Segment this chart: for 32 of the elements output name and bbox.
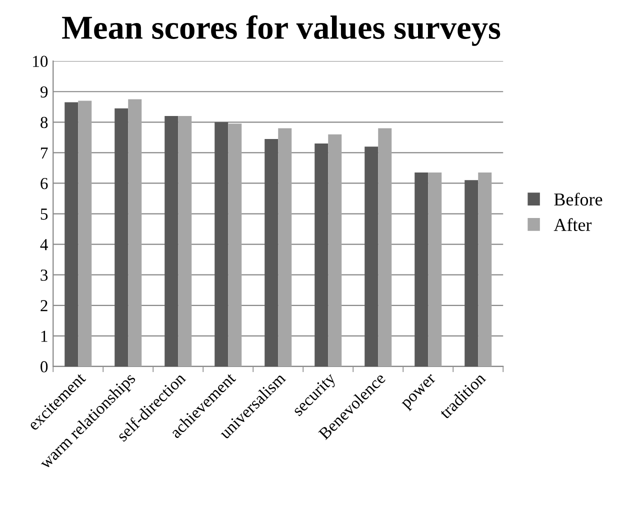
y-tick-label: 2 [40, 300, 48, 312]
y-tick-label: 0 [40, 361, 48, 372]
chart-title: Mean scores for values surveys [62, 15, 500, 46]
bar [228, 124, 242, 366]
y-tick-label: 9 [40, 86, 48, 98]
y-tick-label: 3 [40, 270, 48, 281]
bar [478, 172, 492, 366]
bar [364, 146, 378, 366]
bar [378, 128, 392, 366]
y-tick-label: 8 [40, 116, 48, 128]
bar [214, 122, 228, 366]
y-tick-label: 7 [41, 148, 48, 158]
bar [314, 144, 328, 366]
y-tick-label: 5 [40, 208, 48, 220]
bar [128, 99, 142, 366]
y-tick-label: 1 [41, 330, 48, 342]
bar [328, 134, 342, 366]
bar [178, 116, 192, 366]
y-tick-label: 10 [33, 56, 48, 68]
bar [414, 172, 428, 366]
legend-label: Before [554, 192, 602, 206]
y-tick-label: 6 [40, 178, 48, 190]
bar [114, 108, 128, 366]
bar [428, 172, 442, 366]
bar [64, 102, 78, 366]
legend-label: After [554, 218, 592, 231]
bar [464, 180, 478, 366]
bar [264, 138, 278, 366]
bar [278, 128, 292, 366]
bar [78, 100, 92, 366]
bar [164, 116, 178, 366]
y-tick-label: 4 [40, 239, 48, 250]
